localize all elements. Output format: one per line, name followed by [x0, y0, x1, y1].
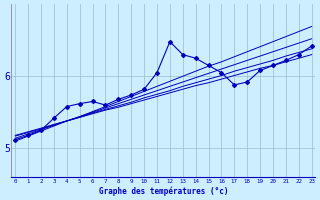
X-axis label: Graphe des températures (°c): Graphe des températures (°c) [99, 186, 228, 196]
